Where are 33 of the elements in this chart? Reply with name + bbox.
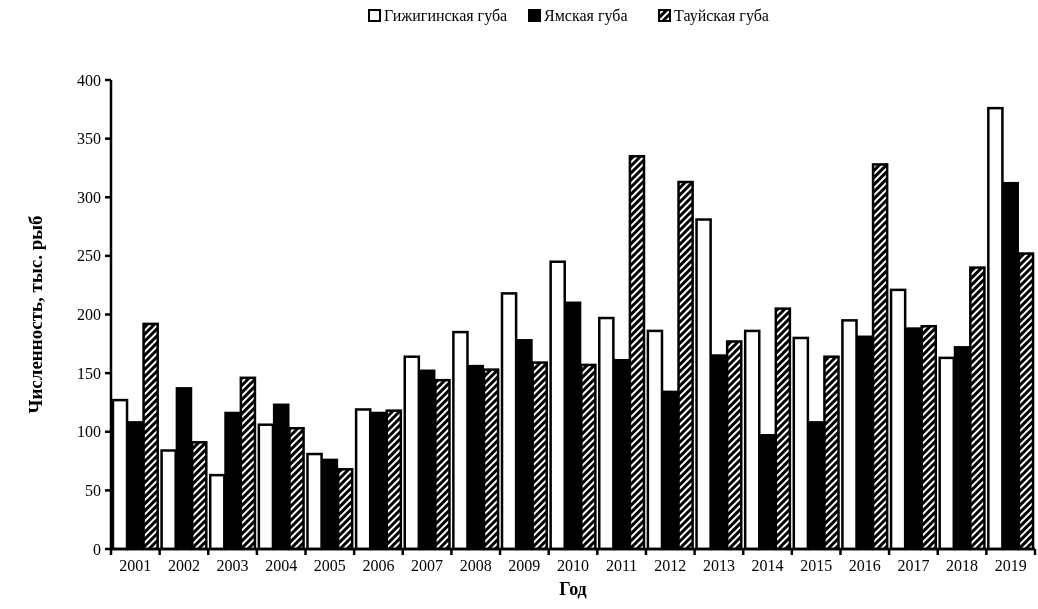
y-tick-label: 400 [77,71,101,89]
y-tick-label: 200 [77,306,101,324]
x-tick-label: 2016 [848,557,881,574]
x-tick-label: 2013 [702,557,735,574]
y-axis-title: Численность, тыс. рыб [25,215,46,414]
x-tick-label: 2009 [508,557,541,574]
x-tick-label: 2001 [119,557,152,574]
x-tick-label: 2019 [994,557,1027,574]
x-tick-label: 2006 [362,557,395,574]
y-tick-label: 150 [77,364,101,382]
x-tick-label: 2010 [557,557,589,574]
x-axis-title: Год [559,579,587,599]
y-tick-label: 50 [85,481,101,499]
x-tick-label: 2002 [167,557,200,574]
y-tick-label: 350 [77,130,101,148]
x-tick-label: 2005 [313,557,346,574]
x-tick-label: 2018 [946,557,979,574]
x-tick-label: 2011 [605,557,638,574]
x-tick-label: 2015 [800,557,833,574]
x-tick-label: 2012 [654,557,687,574]
y-tick-label: 300 [77,188,101,206]
x-tick-label: 2008 [459,557,492,574]
legend-label: Гижигинская губа [384,7,508,25]
x-tick-label: 2014 [751,557,784,574]
legend-label: Ямская губа [544,7,628,25]
x-tick-label: 2003 [216,557,249,574]
y-tick-label: 0 [93,540,101,558]
x-tick-label: 2017 [897,557,930,574]
legend-label: Тауйская губа [674,7,769,25]
x-tick-label: 2007 [411,557,444,574]
y-tick-label: 100 [77,423,101,441]
x-tick-label: 2004 [265,557,298,574]
y-tick-label: 250 [77,247,101,265]
